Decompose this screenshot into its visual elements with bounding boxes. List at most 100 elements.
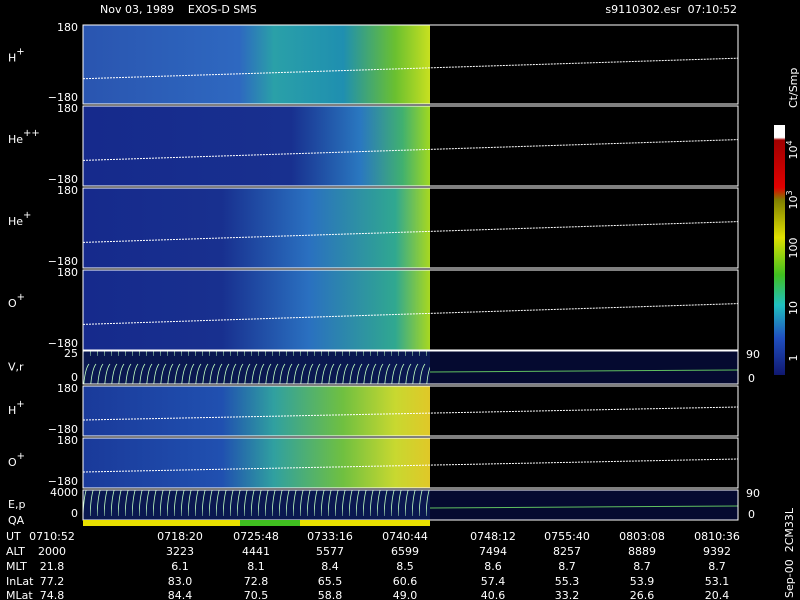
side-note: Sep-00 2CM33L — [783, 507, 796, 598]
color-bar-label: 10 — [787, 301, 800, 315]
cell: 57.4 — [481, 575, 506, 588]
panel-label: He++ — [8, 128, 40, 146]
cell: 84.4 — [168, 589, 193, 600]
cell: 3223 — [166, 545, 194, 558]
info-table: UT 0710:52 0718:20 0725:48 0733:16 0740:44 074… — [6, 530, 740, 600]
trace — [429, 369, 739, 373]
cell: 8.4 — [321, 560, 339, 573]
cell: 8257 — [553, 545, 581, 558]
cell: 65.5 — [318, 575, 343, 588]
cell: 20.4 — [705, 589, 730, 600]
cell: 8.1 — [247, 560, 265, 573]
panel-data — [83, 106, 430, 186]
cell: 8.6 — [484, 560, 502, 573]
cell: 53.9 — [630, 575, 655, 588]
y-top-label: 180 — [57, 184, 78, 197]
y-top-label: 180 — [57, 434, 78, 447]
y-top-label: 180 — [57, 266, 78, 279]
color-bar-label: 1 — [787, 355, 800, 362]
y-top-label: 4000 — [50, 486, 78, 499]
panel-label-charge: + — [17, 451, 25, 462]
color-bar-label: 100 — [787, 238, 800, 259]
row-label: InLat — [6, 575, 34, 588]
cell: 72.8 — [244, 575, 269, 588]
cell: 0755:40 — [544, 530, 590, 543]
cell: 0710:52 — [29, 530, 75, 543]
row-label: MLat — [6, 589, 33, 600]
panel-frame — [82, 269, 739, 351]
panel-label-charge: + — [16, 399, 24, 410]
right-top-label: 90 — [746, 487, 760, 500]
y-bottom-label: 0 — [71, 371, 78, 384]
cell: 8889 — [628, 545, 656, 558]
y-bottom-label: −180 — [48, 173, 78, 186]
cell: 60.6 — [393, 575, 418, 588]
color-bar-label: 103 — [785, 190, 800, 209]
panel-label: E,p — [8, 498, 25, 511]
trace — [82, 139, 739, 161]
cell: 8.7 — [558, 560, 576, 573]
cell: 83.0 — [168, 575, 193, 588]
cell: 58.8 — [318, 589, 343, 600]
cell: 2000 — [38, 545, 66, 558]
panel-frame — [82, 437, 739, 489]
panel-data — [83, 351, 430, 384]
cell: 8.7 — [708, 560, 726, 573]
cell: 0718:20 — [157, 530, 203, 543]
color-bar-exp: 3 — [785, 190, 794, 195]
cell: 9392 — [703, 545, 731, 558]
panel-label-text: E,p — [8, 498, 25, 511]
trace — [82, 221, 739, 243]
cell: 33.2 — [555, 589, 580, 600]
cell: 49.0 — [393, 589, 418, 600]
right-top-label: 90 — [746, 348, 760, 361]
color-bar-unit: Ct/Smp — [787, 68, 800, 108]
panel-label: H+ — [8, 399, 25, 417]
panel-frame — [82, 350, 739, 385]
cell: 6599 — [391, 545, 419, 558]
cell: 53.1 — [705, 575, 730, 588]
panel-label: H+ — [8, 47, 25, 65]
trace — [82, 406, 739, 421]
cell: 74.8 — [40, 589, 65, 600]
y-bottom-label: −180 — [48, 423, 78, 436]
cell: 5577 — [316, 545, 344, 558]
panel-frame — [82, 187, 739, 269]
color-bar-exp: 4 — [785, 140, 794, 145]
y-top-label: 25 — [64, 347, 78, 360]
panel-data — [83, 490, 430, 520]
cell: 0740:44 — [382, 530, 428, 543]
qa-bar — [83, 520, 240, 526]
title: Nov 03, 1989 EXOS-D SMS — [100, 3, 257, 16]
right-bottom-label: 0 — [748, 508, 755, 521]
y-bottom-label: −180 — [48, 475, 78, 488]
panel-data — [83, 188, 430, 268]
right-bottom-label: 0 — [748, 372, 755, 385]
panel-label-charge: + — [17, 292, 25, 303]
cell: 40.6 — [481, 589, 506, 600]
trace — [82, 458, 739, 473]
panel-label-text: V,r — [8, 361, 24, 374]
panel-data — [83, 386, 430, 436]
panel-label-text: He — [8, 215, 23, 228]
cell: 0733:16 — [307, 530, 353, 543]
row-label: MLT — [6, 560, 27, 573]
panels: H+180−180He++180−180He+180−180O+180−180V… — [8, 21, 760, 521]
panel-label: He+ — [8, 210, 31, 228]
qa-bar — [300, 520, 430, 526]
cell: 8.7 — [633, 560, 651, 573]
y-top-label: 180 — [57, 21, 78, 34]
color-bar-label: 104 — [785, 140, 800, 159]
cell: 70.5 — [244, 589, 269, 600]
y-bottom-label: −180 — [48, 337, 78, 350]
y-top-label: 180 — [57, 382, 78, 395]
cell: 0810:36 — [694, 530, 740, 543]
cell: 77.2 — [40, 575, 65, 588]
panel-data — [83, 25, 430, 104]
cell: 8.5 — [396, 560, 414, 573]
color-bar-base: 10 — [787, 146, 800, 160]
cell: 4441 — [242, 545, 270, 558]
